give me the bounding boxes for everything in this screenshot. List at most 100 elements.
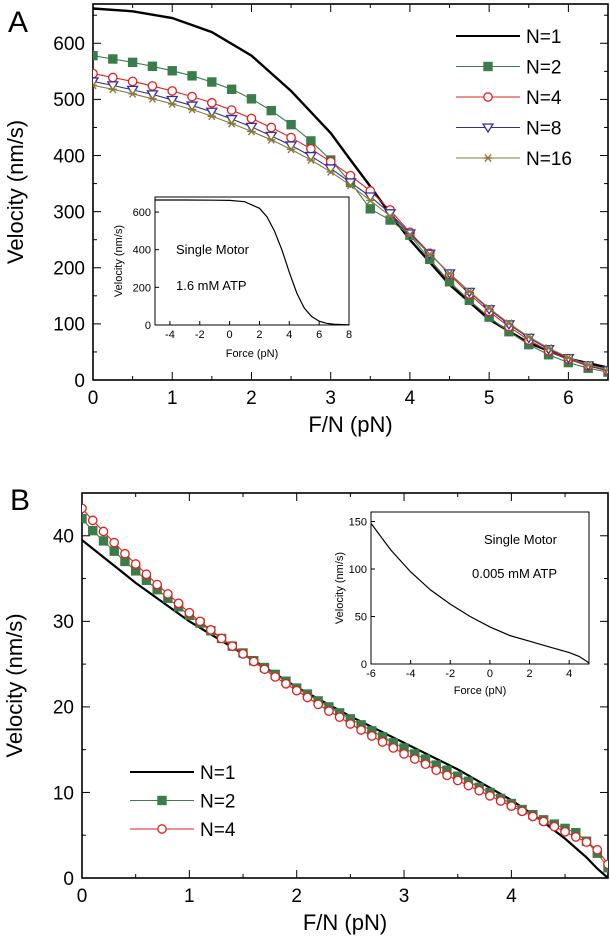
panel-b-series-n4-point	[549, 821, 560, 832]
panel-a-series-n16-point	[385, 212, 395, 221]
panel-a-series-n16-point	[267, 135, 276, 144]
panel-a-series-n2-point	[187, 71, 197, 81]
panel-b-y-tick-label: 20	[53, 698, 74, 719]
panel-b-series-n4-point	[603, 859, 608, 870]
panel-b-series-n4-point	[120, 548, 130, 559]
panel-b-series-n4-point	[452, 775, 463, 786]
panel-a-series-area	[93, 7, 608, 377]
panel-a-series-n4-point	[127, 76, 138, 87]
panel-b-inset-x-tick-label: 2	[526, 668, 532, 680]
panel-b-legend-n2-marker	[157, 795, 167, 806]
panel-a-series-n2-point	[306, 136, 316, 146]
panel-a-series-n16-point	[148, 94, 157, 103]
panel-a-inset-x-tick-label: -2	[195, 329, 205, 341]
panel-b-series-n4-point	[517, 806, 527, 817]
panel-a-y-tick-label: 200	[53, 259, 85, 280]
panel-b-x-tick-label: 3	[399, 886, 410, 907]
panel-b-inset-x-tick-label: -6	[366, 668, 376, 680]
panel-b-series-n4-point	[291, 685, 302, 696]
panel-a-series-n16-point	[187, 105, 197, 114]
panel-b-inset-y-tick-label: 0	[361, 659, 367, 671]
panel-b-inset-y-tick-label: 150	[349, 516, 367, 528]
panel-b-series-n4-point	[474, 785, 485, 796]
panel-a-series-n16-point	[564, 353, 573, 362]
panel-b-series-n4-point	[270, 672, 281, 682]
panel-a-legend-n4-label: N=4	[526, 88, 562, 109]
panel-a-inset-x-tick-label: 6	[316, 329, 322, 341]
panel-a-legend: N=1 N=2 N=4 N=8 N=16	[456, 27, 572, 170]
panel-b-series-n2-point	[109, 546, 119, 556]
panel-a-inset-x-tick-label: -4	[165, 329, 175, 341]
panel-b-inset-annotation-atp: 0.005 mM ATP	[472, 566, 557, 581]
panel-b-series-n4-point	[356, 725, 366, 735]
panel-b-inset-series-area	[371, 523, 589, 664]
panel-a-series-n16-point	[168, 99, 177, 108]
panel-a-x-tick-label: 0	[88, 388, 99, 409]
panel-a-x-tick-label: 4	[405, 388, 416, 409]
panel-b-y-tick-label: 30	[53, 612, 74, 633]
panel-b-series-n4-point	[388, 743, 399, 753]
panel-b-inset-x-tick-label: -2	[445, 668, 455, 680]
panel-b-series-n4-point	[399, 749, 409, 759]
panel-a-x-tick-label: 1	[167, 388, 178, 409]
panel-a-series-n16-point	[465, 287, 474, 296]
panel-b-series-n4-point	[173, 598, 184, 609]
panel-a-inset-x-tick-label: 8	[346, 329, 352, 341]
panel-a-inset-series-0-line	[155, 199, 349, 325]
panel-a-series-n2-point	[207, 77, 217, 87]
panel-a-series-n16-point	[306, 155, 316, 165]
panel-b-inset-y-tick-label: 50	[355, 611, 367, 623]
panel-a-series-n4-point	[226, 105, 237, 115]
panel-b-y-axis-title: Velocity (nm/s)	[2, 613, 27, 757]
panel-a-inset-x-tick-label: 2	[256, 329, 262, 341]
panel-a-series-n16-point	[524, 332, 533, 341]
panel-b-legend-n4-marker	[157, 824, 167, 834]
panel-a-series-n16-point	[326, 167, 335, 176]
panel-a-series-n4-point	[246, 113, 257, 124]
panel-a-series-n16-point	[247, 127, 256, 136]
panel-b-inset-plot-frame	[370, 511, 590, 665]
panel-b-inset-series-0-line	[371, 523, 589, 664]
panel-a-legend-n8-marker	[481, 123, 495, 134]
panel-b-series-n4-point	[431, 765, 442, 776]
panel-a-inset-y-tick-label: 600	[133, 207, 151, 219]
panel-a-y-tick-label: 500	[53, 90, 85, 111]
panel-b-series-n4-point	[495, 796, 506, 806]
panel-a-series-n16-point	[544, 343, 553, 353]
panel-b-series-n4-point	[345, 719, 356, 729]
panel-a-series-n2-point	[167, 66, 177, 76]
panel-b-series-n4-point	[184, 607, 195, 618]
panel-b-series-n4-point	[259, 664, 270, 675]
panel-a-legend-n16-marker	[483, 153, 493, 163]
panel-b-series-n4-point	[560, 826, 570, 837]
panel-b-x-tick-label: 4	[506, 886, 517, 907]
panel-a-y-tick-label: 100	[53, 315, 85, 336]
panel-a-y-tick-label: 600	[53, 34, 85, 55]
panel-b-series-n4-point	[528, 811, 538, 822]
panel-b-inset-x-tick-label: -4	[406, 668, 416, 680]
panel-b-series-n4-point	[485, 791, 495, 801]
panel-a-inset-plot-frame	[154, 196, 350, 326]
panel-b-series-n4-point	[216, 633, 227, 644]
panel-a-x-tick-label: 2	[246, 388, 257, 409]
panel-a-series-n2-point	[127, 57, 138, 68]
panel-b-inset-x-tick-label: 4	[566, 668, 572, 680]
panel-b-series-n4-point	[227, 641, 238, 651]
panel-b-series-n4-point	[302, 692, 313, 703]
panel-a-series-n4-point	[306, 143, 316, 154]
panel-a-x-axis-title: F/N (pN)	[308, 412, 392, 437]
panel-a-series-n4-point	[107, 72, 118, 83]
panel-b-inset: -6 -4 -2 0 2 4 0 50 100 150 Force (pN) Velocity (nm…	[334, 511, 590, 697]
panel-b-label: B	[10, 484, 30, 517]
panel-a-label: A	[8, 6, 28, 39]
panel-a-inset-y-tick-label: 0	[145, 320, 151, 332]
panel-a-x-tick-label: 5	[484, 388, 495, 409]
panel-a-series-n2-point	[266, 105, 276, 116]
panel-b-series-n4-point	[238, 648, 248, 659]
panel-a-inset-y-tick-label: 400	[133, 245, 151, 257]
panel-b-series-n4-point	[195, 616, 205, 627]
panel-b-series-n4-point	[205, 625, 216, 635]
panel-b-inset-x-axis-title: Force (pN)	[454, 685, 507, 697]
